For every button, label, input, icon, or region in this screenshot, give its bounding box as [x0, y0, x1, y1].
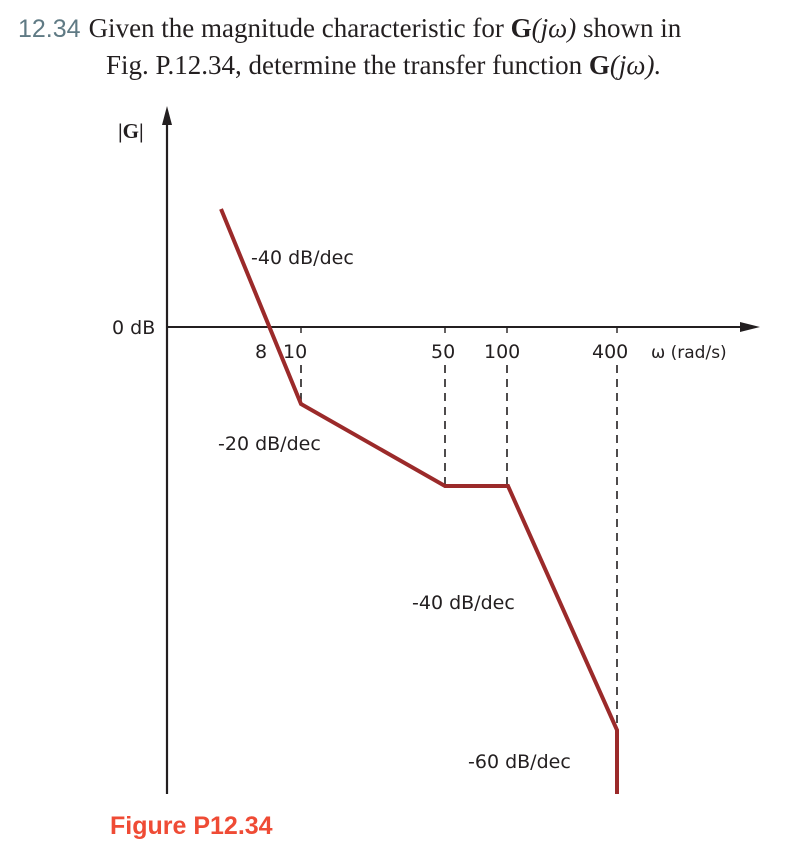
y-axis-label: |G| [118, 119, 144, 143]
symbol-arg: (jω) [531, 13, 577, 43]
tick-label-50: 50 [431, 341, 455, 363]
slope-label-2: -20 dB/dec [218, 433, 321, 455]
slope-label-1: -40 dB/dec [251, 247, 354, 269]
slope-label-3: -40 dB/dec [412, 592, 515, 614]
zero-db-label: 0 dB [112, 317, 155, 339]
x-axis-arrow-icon [740, 322, 760, 332]
y-axis-arrow-icon [162, 106, 172, 125]
tick-label-100: 100 [484, 341, 520, 363]
problem-text: shown in [576, 13, 682, 43]
problem-line-1: 12.34 Given the magnitude characteristic … [18, 10, 798, 47]
symbol-arg: (jω). [609, 50, 662, 80]
symbol-G: G [588, 50, 610, 80]
figure-caption: Figure P12.34 [110, 812, 273, 840]
magnitude-curve [219, 208, 619, 794]
problem-text: Given the magnitude characteristic for [88, 13, 511, 43]
problem-number: 12.34 [18, 15, 81, 43]
tick-label-10: 10 [283, 341, 307, 363]
tick-label-400: 400 [592, 341, 628, 363]
slope-label-4: -60 dB/dec [468, 751, 571, 773]
guide-lines [300, 365, 618, 727]
problem-line-2: Fig. P.12.34, determine the transfer fun… [18, 47, 798, 83]
problem-statement: 12.34 Given the magnitude characteristic … [18, 10, 798, 83]
tick-label-8: 8 [255, 341, 267, 363]
problem-text: Fig. P.12.34, determine the transfer fun… [106, 50, 589, 80]
symbol-G: G [510, 13, 532, 43]
x-axis-label: ω (rad/s) [651, 343, 727, 363]
